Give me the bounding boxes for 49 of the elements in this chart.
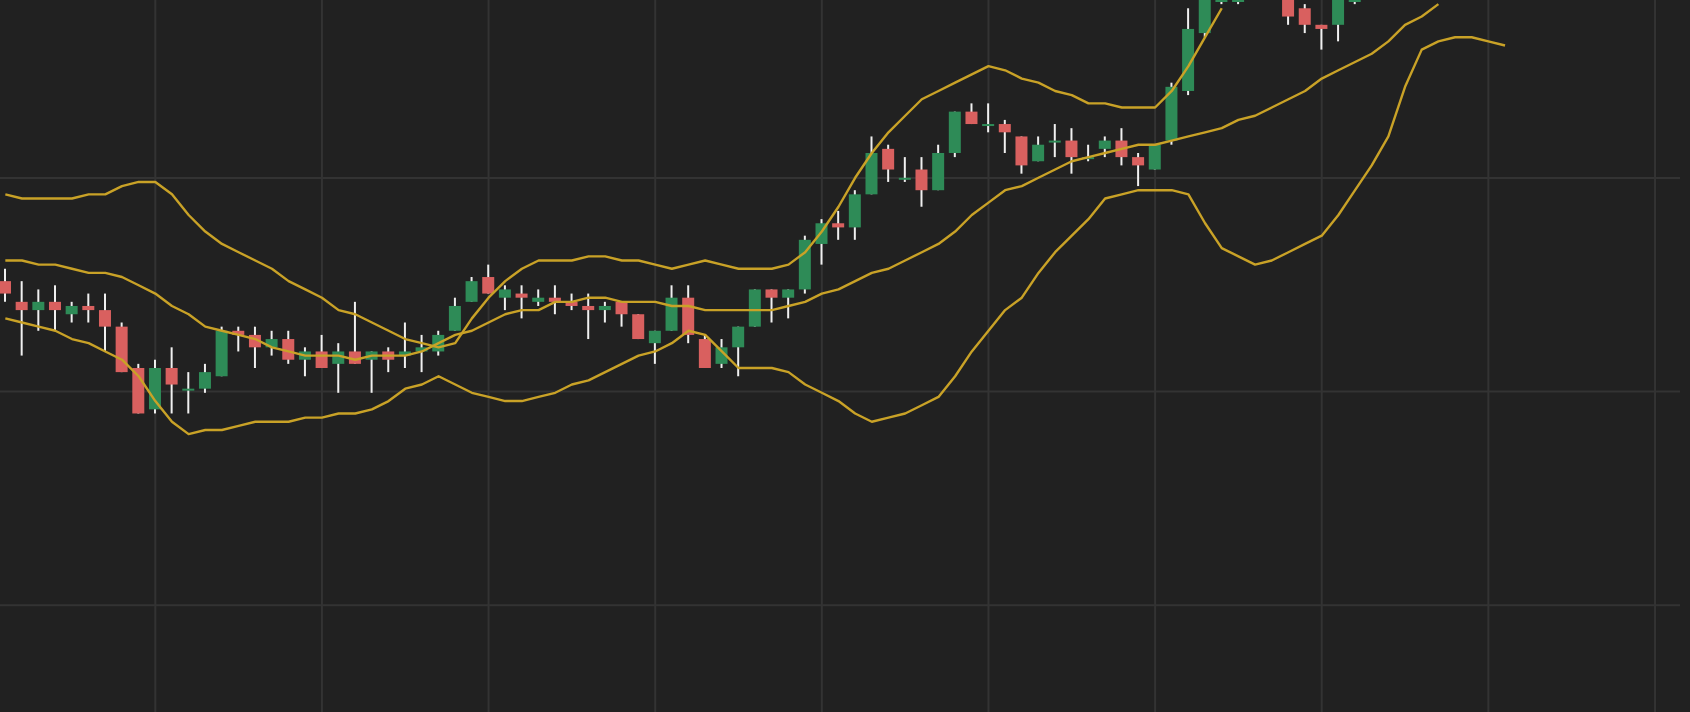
- candlestick: [615, 300, 628, 328]
- candlestick: [865, 135, 878, 196]
- candlestick: [732, 325, 745, 378]
- candlestick: [848, 189, 861, 241]
- candlestick: [1198, 0, 1211, 39]
- candlestick: [65, 300, 78, 324]
- candlestick: [15, 280, 28, 357]
- candlestick: [1132, 151, 1145, 188]
- candlestick: [82, 292, 95, 324]
- candlestick: [1065, 127, 1078, 175]
- candlestick: [32, 288, 45, 332]
- candlestick: [0, 267, 11, 303]
- candlestick: [1015, 135, 1028, 175]
- candlestick: [882, 143, 895, 183]
- candlestick: [182, 371, 195, 415]
- candlestick: [1032, 135, 1045, 163]
- candlestick: [448, 296, 461, 332]
- candlestick: [465, 276, 478, 303]
- candlestick: [782, 288, 795, 320]
- candlestick: [1282, 0, 1295, 26]
- candlestick: [1148, 143, 1161, 171]
- candlestick: [598, 300, 611, 324]
- candlestick: [648, 329, 661, 365]
- candlestick: [632, 313, 645, 341]
- candlestick: [215, 325, 228, 378]
- candlestick: [665, 284, 678, 332]
- candlestick: [98, 292, 111, 353]
- candlestick: [198, 362, 211, 394]
- candlestick: [515, 284, 528, 320]
- candlestick: [1332, 0, 1345, 43]
- candlestick: [915, 156, 928, 208]
- candlestick: [698, 333, 711, 369]
- candlestick: [48, 284, 61, 332]
- candlestick: [748, 288, 761, 328]
- candlestick: [898, 156, 911, 183]
- candlestick: [482, 263, 495, 295]
- candlestick: [1298, 3, 1311, 35]
- candlestick: [832, 209, 845, 241]
- candlestick: [1315, 23, 1328, 51]
- candlestick: [582, 292, 595, 341]
- candlestick: [932, 143, 945, 192]
- candlestick: [165, 346, 178, 415]
- candlestick: [998, 118, 1011, 154]
- candlestick: [1098, 135, 1111, 159]
- candlestick: [982, 102, 995, 134]
- candlestick: [765, 288, 778, 324]
- candlestick: [1048, 123, 1061, 159]
- candlestick: [948, 110, 961, 159]
- candlestick: [498, 284, 511, 312]
